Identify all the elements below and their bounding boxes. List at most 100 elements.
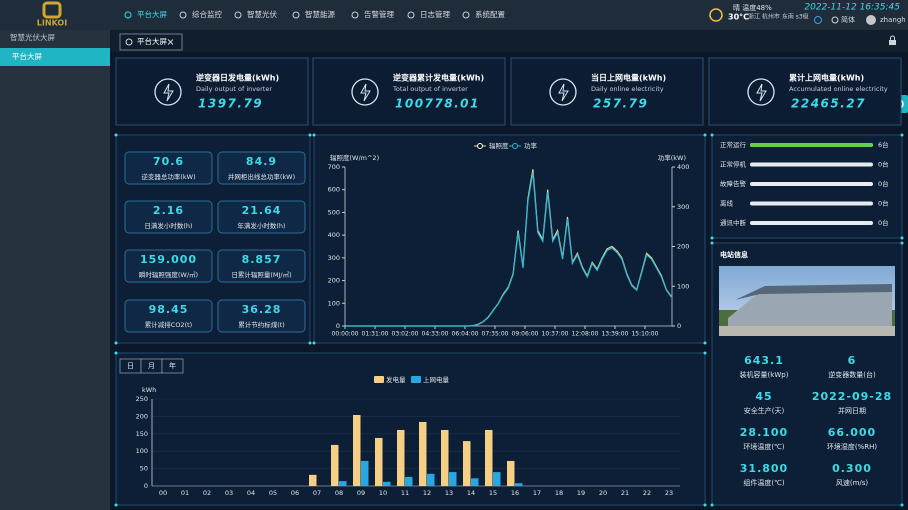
bar (449, 472, 457, 486)
tab-close (167, 39, 174, 45)
bar (419, 421, 427, 486)
y-tick-label: 300 (328, 254, 340, 262)
kpi-subtitle: Accumulated online electricity (789, 85, 888, 93)
station-value: 0.300 (832, 462, 872, 475)
language[interactable]: 简体 (841, 15, 855, 24)
x-tick-label: 01:31:00 (362, 331, 389, 338)
x-tick-label: 11 (401, 489, 409, 497)
panel-corner (114, 133, 118, 137)
y-tick-label: 100 (328, 299, 340, 307)
tab-label[interactable]: 平台大屏 (137, 36, 167, 46)
y2-tick-label: 0 (677, 322, 681, 330)
bar (383, 481, 391, 486)
kpi-value: 1397.79 (198, 97, 263, 111)
nav-icon (462, 11, 470, 19)
station-title: 电站信息 (720, 250, 748, 259)
station-value: 28.100 (740, 426, 788, 439)
panel-corner (710, 236, 714, 240)
kpi-icon-bolt (163, 83, 174, 102)
kpi-icon-bolt (756, 83, 767, 102)
kpi-icon (549, 78, 577, 106)
metric-box (217, 249, 306, 283)
metric-label: 年满发小时数(h) (237, 221, 285, 230)
x-tick-label: 19 (577, 489, 585, 497)
metric-label: 并网柜出线总功率(kW) (228, 172, 295, 181)
nav-item[interactable]: 智慧光伏 (247, 9, 277, 19)
y2-tick-label: 100 (677, 282, 689, 290)
nav-item[interactable]: 平台大屏 (137, 9, 167, 19)
nav-item[interactable]: 系统配置 (475, 9, 505, 19)
kpi-card (510, 57, 704, 126)
station-photo-road (719, 326, 895, 336)
globe-icon (831, 16, 839, 24)
bar (485, 429, 493, 486)
x-tick-label: 05 (269, 489, 277, 497)
panel-corner (308, 341, 312, 345)
bar (309, 474, 317, 486)
panel-corner (312, 341, 316, 345)
period-label[interactable]: 年 (169, 361, 176, 370)
x-tick-label: 20 (599, 489, 607, 497)
metric-value: 36.28 (242, 303, 282, 316)
bar (493, 472, 501, 486)
x-tick-label: 00 (159, 489, 167, 497)
x-tick-label: 14 (467, 489, 475, 497)
kpi-value: 22465.27 (791, 97, 866, 111)
x-tick-label: 12 (423, 489, 431, 497)
x-tick-label: 17 (533, 489, 541, 497)
x-tick-label: 00:00:00 (332, 331, 359, 338)
station-label: 并网日期 (838, 406, 866, 415)
bar (471, 478, 479, 486)
panel-corner (114, 341, 118, 345)
metric-box (124, 151, 213, 185)
status-label: 正常运行 (720, 140, 747, 149)
panel-corner (114, 503, 118, 507)
panel-corner (114, 351, 118, 355)
kpi-card (312, 57, 506, 126)
metric-value: 21.64 (242, 204, 282, 217)
sidebar-item[interactable]: 平台大屏 (12, 51, 42, 61)
user-name[interactable]: zhangh (880, 16, 906, 24)
status-track (750, 201, 873, 206)
datetime: 2022-11-12 16:35:45 (804, 3, 900, 13)
tab (119, 33, 183, 51)
x-tick-label: 10 (379, 489, 387, 497)
panel (313, 134, 706, 344)
panel-corner (703, 503, 707, 507)
bar (339, 481, 347, 486)
period-label[interactable]: 日 (127, 362, 134, 370)
nav-item[interactable]: 告警管理 (364, 9, 394, 19)
nav-item[interactable]: 智慧能源 (305, 9, 335, 19)
refresh-icon (125, 38, 133, 46)
y-tick-label: 600 (328, 186, 340, 194)
logo-text: LINKOI (37, 19, 67, 28)
logo-icon (42, 1, 62, 19)
y-axis-title: kWh (142, 386, 156, 394)
x-tick-label: 15:10:00 (631, 331, 658, 338)
nav-icon (234, 11, 242, 19)
x-tick-label: 09:06:00 (512, 331, 539, 338)
status-track (750, 182, 873, 186)
nav-item[interactable]: 日志管理 (420, 9, 450, 19)
metric-value: 2.16 (153, 204, 184, 217)
x-tick-label: 12:08:00 (571, 331, 598, 338)
bar (353, 415, 361, 486)
status-bar (750, 143, 873, 147)
legend-marker (512, 143, 518, 149)
lock-shackle (890, 35, 895, 40)
kpi-card (708, 57, 902, 126)
station-label: 安全生产(天) (744, 406, 785, 415)
tab-strip (110, 30, 908, 52)
station-label: 风速(m/s) (836, 479, 869, 487)
metric-value: 84.9 (246, 155, 277, 168)
x-tick-label: 16 (511, 489, 519, 497)
bar (331, 444, 339, 486)
y-tick-label: 200 (136, 412, 148, 420)
nav-item[interactable]: 综合监控 (192, 9, 222, 19)
station-value: 66.000 (828, 426, 876, 439)
period-label[interactable]: 月 (148, 362, 155, 370)
kpi-title: 逆变器日发电量(kWh) (196, 73, 279, 83)
y2-tick-label: 300 (677, 203, 689, 211)
y2-tick-label: 200 (677, 243, 689, 251)
